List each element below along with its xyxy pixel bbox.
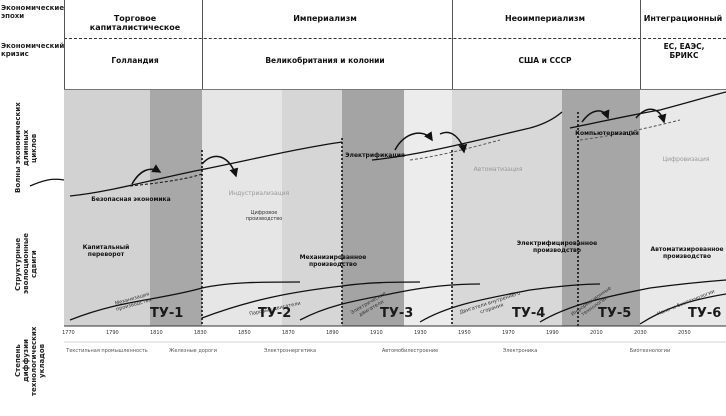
year-tick: 2030 <box>634 330 647 336</box>
year-tick: 2010 <box>590 330 603 336</box>
year-tick: 1850 <box>238 330 251 336</box>
wave-curve <box>129 173 203 187</box>
era-label: Империализм <box>293 14 357 23</box>
era-label: Неоимпериализм <box>504 14 586 23</box>
band-bg <box>202 89 282 326</box>
wave-curve <box>371 111 563 161</box>
diffusion-curve <box>69 281 301 321</box>
structural-label: Цифровое производство <box>245 210 283 222</box>
system-label: США и СССР <box>518 56 572 65</box>
wave-curve <box>199 141 343 171</box>
structural-label: Механизированное производство <box>299 254 367 268</box>
footer-label: Электроэнергетика <box>263 348 317 354</box>
tu-label: ТУ-5 <box>598 306 632 321</box>
band-bg <box>150 89 202 326</box>
wave-label: Цифровизация <box>662 156 710 163</box>
tu-label: ТУ-4 <box>512 306 546 321</box>
tu-label: ТУ-1 <box>150 306 184 321</box>
year-tick: 1970 <box>502 330 515 336</box>
wave-label: Автоматизация <box>473 166 523 173</box>
structural-label: Электрифицированное производство <box>516 240 598 254</box>
footer-label: Биотехнологии <box>629 348 671 354</box>
diffusion-curve <box>639 293 726 325</box>
year-tick: 1870 <box>282 330 295 336</box>
band-bg <box>640 89 726 326</box>
wave-curve <box>569 91 726 129</box>
row-label-crisis: Экономический кризис <box>1 42 65 58</box>
band-bg <box>452 89 562 326</box>
wave-label: Электрификация <box>345 152 405 159</box>
tu-label: ТУ-6 <box>688 306 722 321</box>
year-tick: 1990 <box>546 330 559 336</box>
era-sep <box>452 0 453 89</box>
tu-label: ТУ-2 <box>258 306 292 321</box>
era-sep <box>640 0 641 89</box>
wave-label: Индустриализация <box>228 190 290 197</box>
diffusion-curve <box>299 283 481 321</box>
footer-label: Железные дороги <box>169 348 217 354</box>
transition-arrow <box>581 109 610 123</box>
era-label: Интеграционный <box>643 14 723 23</box>
transition-arrow <box>394 131 433 151</box>
year-tick: 1770 <box>62 330 75 336</box>
wave-curve <box>69 169 201 197</box>
tu-label: ТУ-3 <box>380 306 414 321</box>
year-tick: 1930 <box>414 330 427 336</box>
system-label: Голландия <box>111 56 159 65</box>
wave-label: Компьютеризация <box>575 130 639 137</box>
system-label: Великобритания и колонии <box>265 56 385 65</box>
structural-label: Автоматизированное производство <box>650 246 724 260</box>
year-tick: 2050 <box>678 330 691 336</box>
wave-curve <box>579 119 681 141</box>
year-tick: 1810 <box>150 330 163 336</box>
transition-arrow <box>635 108 667 124</box>
year-tick: 1890 <box>326 330 339 336</box>
year-tick: 1790 <box>106 330 119 336</box>
transition-arrow <box>131 164 162 185</box>
band-bg <box>342 89 404 326</box>
transition-arrow <box>439 131 468 154</box>
row-divider <box>64 89 726 90</box>
diffusion-curve <box>201 281 421 319</box>
era-sep <box>202 0 203 89</box>
transition-arrow <box>201 155 239 178</box>
year-tick: 1950 <box>458 330 471 336</box>
band-bg <box>404 89 452 326</box>
wave-label: Безопасная экономика <box>91 196 171 203</box>
structural-label: Капитальный переворот <box>82 244 130 258</box>
footer-label: Текстильная промышленность <box>66 348 148 354</box>
diffusion-curve <box>539 279 726 323</box>
band-bg <box>562 89 640 326</box>
footer-label: Автомобилестроение <box>381 348 439 354</box>
year-tick: 1830 <box>194 330 207 336</box>
wave-curve <box>409 139 501 161</box>
system-label: ЕС, ЕАЭС, БРИКС <box>663 42 705 60</box>
footer-label: Электроника <box>502 348 538 354</box>
diffusion-curve <box>419 283 601 323</box>
year-tick: 1910 <box>370 330 383 336</box>
band-bg <box>64 89 150 326</box>
wave-curve <box>29 178 65 187</box>
era-divider <box>64 38 726 39</box>
band-bg <box>282 89 342 326</box>
era-label: Торговое капиталистическое <box>89 14 181 32</box>
row-label-eras: Экономические эпохи <box>1 4 65 20</box>
era-sep <box>64 0 65 89</box>
